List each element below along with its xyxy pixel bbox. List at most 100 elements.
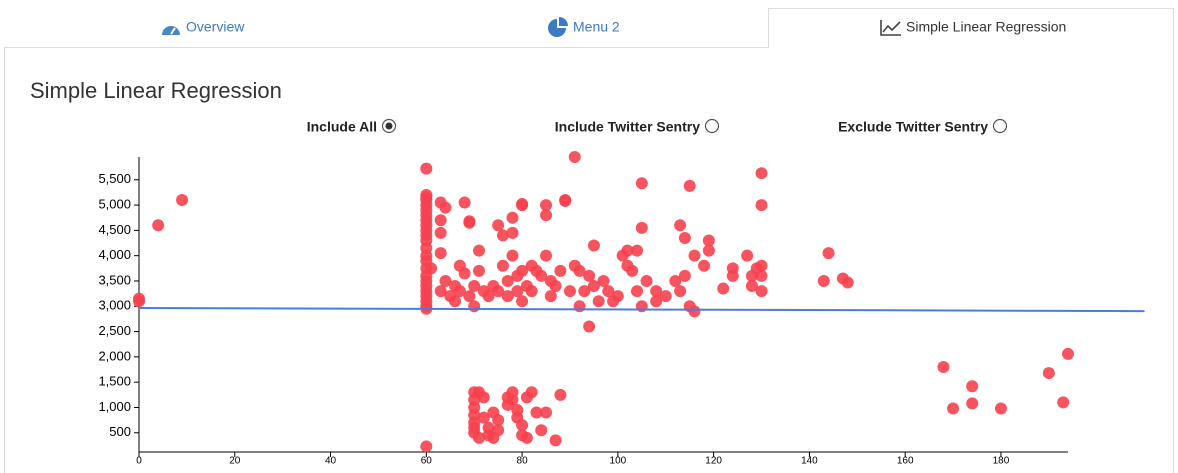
point: [674, 285, 687, 298]
point: [583, 269, 596, 282]
x-tick-label: 20: [229, 456, 241, 467]
point: [516, 419, 529, 432]
x-tick-label: 0: [136, 456, 142, 467]
x-tick-label: 100: [610, 456, 627, 467]
point: [472, 431, 485, 444]
point: [540, 199, 553, 212]
options: Include All Include Twitter Sentry Exclude…: [307, 118, 1008, 135]
point: [626, 264, 639, 277]
point: [492, 424, 505, 437]
radio-label[interactable]: Include Twitter Sentry: [555, 119, 700, 135]
point: [496, 259, 509, 272]
point: [525, 285, 538, 298]
point: [501, 274, 514, 287]
point: [650, 285, 663, 298]
point: [549, 434, 562, 447]
point: [554, 388, 567, 401]
point: [702, 244, 715, 257]
point: [597, 274, 610, 287]
radio-label[interactable]: Exclude Twitter Sentry: [838, 119, 988, 135]
point: [559, 194, 572, 207]
point: [592, 295, 605, 308]
point: [525, 386, 538, 399]
point: [573, 300, 586, 313]
x-tick-label: 60: [421, 456, 433, 467]
point: [683, 179, 696, 192]
point: [176, 194, 189, 207]
y-tick-label: 5,500: [98, 171, 131, 186]
point: [678, 231, 691, 244]
x-tick-label: 180: [993, 456, 1010, 467]
point: [966, 380, 979, 393]
point: [994, 402, 1007, 415]
point: [587, 280, 600, 293]
point: [439, 274, 452, 287]
point: [631, 244, 644, 257]
point: [152, 219, 165, 232]
radio[interactable]: [704, 118, 720, 134]
point: [501, 290, 514, 303]
point: [688, 249, 701, 262]
point: [817, 274, 830, 287]
point: [822, 247, 835, 260]
y-tick-label: 2,000: [98, 348, 131, 363]
active-tab[interactable]: [768, 8, 1174, 49]
point: [659, 290, 672, 303]
tab-label[interactable]: Simple Linear Regression: [906, 19, 1066, 35]
point: [506, 249, 519, 262]
regression-line: [138, 307, 1145, 313]
point: [568, 151, 581, 163]
point: [755, 259, 768, 272]
point: [492, 414, 505, 427]
point: [133, 295, 145, 308]
point: [583, 320, 596, 333]
point: [468, 280, 481, 293]
point: [966, 397, 979, 410]
point: [535, 424, 548, 437]
tab[interactable]: [4, 8, 386, 48]
tab-label[interactable]: Menu 2: [573, 19, 620, 35]
page-title: Simple Linear Regression: [30, 78, 282, 103]
y-tick-label: 1,500: [98, 374, 131, 389]
tab[interactable]: [386, 8, 768, 48]
y-tick-label: 1,000: [98, 399, 131, 414]
point: [563, 285, 576, 298]
point: [549, 280, 562, 293]
point: [635, 221, 648, 234]
panel: [4, 47, 1174, 473]
point: [544, 290, 557, 303]
pie-icon: [548, 17, 568, 37]
point: [425, 262, 438, 275]
point: [453, 285, 466, 298]
radio-label[interactable]: Include All: [307, 119, 377, 135]
point: [635, 177, 648, 190]
point: [506, 211, 519, 224]
point: [640, 274, 653, 287]
point: [439, 201, 452, 214]
point: [520, 431, 533, 444]
point: [755, 167, 768, 180]
point: [745, 280, 758, 293]
radio-dot: [385, 122, 393, 130]
point: [755, 199, 768, 212]
radio[interactable]: [992, 118, 1008, 134]
x-tick-label: 140: [801, 456, 818, 467]
tab-label[interactable]: Overview: [186, 19, 245, 35]
point: [472, 264, 485, 277]
y-tick-label: 500: [109, 424, 131, 439]
point: [434, 214, 447, 227]
point: [434, 247, 447, 260]
point: [947, 402, 960, 415]
y-tick-label: 5,000: [98, 197, 131, 212]
line-chart-icon: [880, 20, 901, 36]
point: [698, 259, 711, 272]
y-tick-label: 3,000: [98, 298, 131, 313]
point: [472, 244, 485, 257]
point: [1057, 396, 1070, 409]
point: [702, 234, 715, 247]
point: [458, 196, 471, 209]
point: [741, 249, 754, 262]
point: [530, 406, 543, 419]
point: [477, 411, 490, 424]
